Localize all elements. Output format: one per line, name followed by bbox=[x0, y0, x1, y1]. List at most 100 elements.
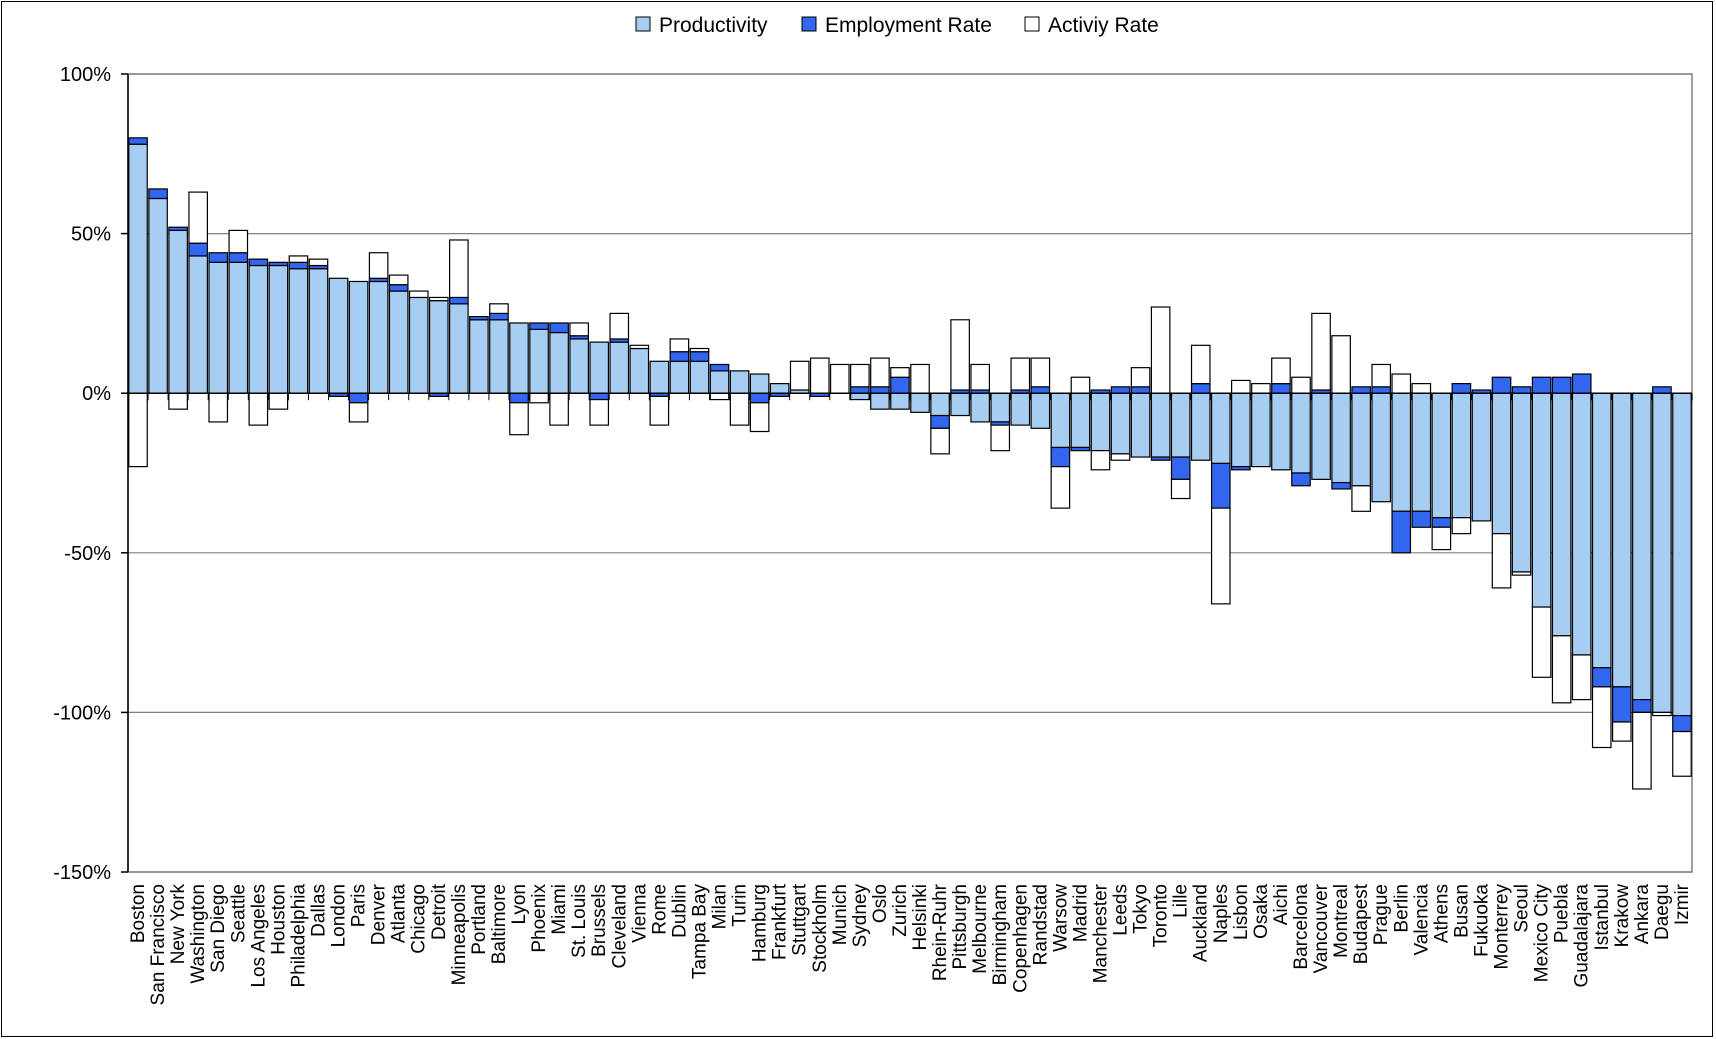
bar-employment-rate-berlin bbox=[1391, 510, 1412, 554]
bar-activiy-rate-melbourne bbox=[970, 363, 991, 391]
bar-employment-rate-zurich bbox=[890, 376, 910, 394]
x-category-label: Paris bbox=[349, 884, 370, 927]
bar-employment-rate-boston bbox=[128, 137, 148, 145]
x-category-label: Budapest bbox=[1351, 883, 1372, 964]
x-category-label: Valencia bbox=[1411, 884, 1432, 956]
bar-activiy-rate-tokyo bbox=[1130, 367, 1151, 388]
bar-productivity-brussels bbox=[589, 341, 610, 394]
bar-productivity-montreal bbox=[1331, 392, 1351, 484]
bar-productivity-lyon bbox=[509, 322, 529, 394]
bar-employment-rate-athens bbox=[1431, 517, 1452, 528]
bar-productivity-puebla bbox=[1551, 392, 1572, 637]
bar-activiy-rate-guadalajara bbox=[1571, 654, 1592, 701]
x-category-label: Brussels bbox=[589, 884, 610, 957]
bar-employment-rate-baltimore bbox=[489, 312, 509, 321]
bar-activiy-rate-milan bbox=[709, 392, 730, 401]
x-category-label: Stuttgart bbox=[790, 883, 811, 956]
bar-productivity-miami bbox=[549, 331, 569, 394]
x-category-label: Rhein-Ruhr bbox=[930, 883, 951, 981]
x-category-label: Ankara bbox=[1632, 884, 1653, 945]
x-category-label: Baltimore bbox=[489, 884, 510, 964]
bar-productivity-london bbox=[328, 277, 349, 394]
x-category-label: Daegu bbox=[1652, 884, 1673, 940]
bar-productivity-birmingham bbox=[990, 392, 1011, 423]
bar-activiy-rate-busan bbox=[1451, 517, 1472, 535]
legend: Productivity Employment Rate Activiy Rat… bbox=[635, 14, 1159, 37]
legend-swatch-activiy-rate bbox=[1024, 16, 1040, 32]
bar-activiy-rate-rome bbox=[649, 395, 670, 426]
bar-employment-rate-portland bbox=[469, 315, 489, 321]
bar-productivity-philadelphia bbox=[288, 268, 309, 394]
x-category-label: Portland bbox=[469, 884, 490, 955]
bar-activiy-rate-ankara bbox=[1632, 711, 1652, 790]
legend-label-productivity: Productivity bbox=[659, 14, 768, 37]
bar-employment-rate-lyon bbox=[509, 392, 529, 404]
x-category-label: Chicago bbox=[409, 884, 430, 954]
bar-activiy-rate-boston bbox=[128, 392, 148, 468]
y-tick-label: -150% bbox=[53, 862, 111, 884]
bar-activiy-rate-rhein-ruhr bbox=[930, 427, 950, 455]
bar-activiy-rate-mexico-city bbox=[1531, 606, 1552, 678]
x-category-label: Barcelona bbox=[1291, 884, 1312, 970]
bar-activiy-rate-lisbon bbox=[1231, 379, 1251, 394]
bar-productivity-milan bbox=[709, 370, 730, 394]
bar-productivity-zurich bbox=[890, 392, 910, 410]
y-axis-tick-labels: 100% 50% 0% -50% -100% -150% bbox=[53, 64, 111, 884]
bar-activiy-rate-paris bbox=[348, 402, 369, 423]
bar-employment-rate-atlanta bbox=[388, 284, 409, 292]
bar-activiy-rate-chicago bbox=[408, 290, 429, 299]
bar-productivity-chicago bbox=[408, 296, 429, 394]
bar-activiy-rate-osaka bbox=[1251, 383, 1271, 394]
x-category-label: Miami bbox=[549, 884, 570, 935]
x-category-label: Dallas bbox=[308, 884, 329, 937]
x-category-label: Manchester bbox=[1090, 883, 1111, 983]
bar-productivity-tokyo bbox=[1130, 392, 1151, 458]
bar-employment-rate-oslo bbox=[870, 386, 890, 394]
x-category-label: Leeds bbox=[1111, 884, 1132, 936]
bar-activiy-rate-prague bbox=[1371, 363, 1392, 388]
bar-activiy-rate-stuttgart bbox=[789, 360, 810, 391]
bar-employment-rate-toronto bbox=[1150, 456, 1171, 461]
x-category-label: San Francisco bbox=[148, 884, 169, 1005]
bar-activiy-rate-manchester bbox=[1090, 450, 1111, 471]
bar-activiy-rate-seattle bbox=[228, 229, 249, 254]
bar-productivity-aichi bbox=[1271, 392, 1291, 471]
x-category-label: Copenhagen bbox=[1010, 884, 1031, 993]
bar-activiy-rate-detroit bbox=[428, 296, 449, 302]
bar-productivity-new-york bbox=[168, 229, 188, 394]
x-category-label: San Diego bbox=[208, 884, 229, 973]
y-tick-label: -50% bbox=[64, 543, 111, 565]
bar-productivity-atlanta bbox=[388, 290, 409, 394]
x-category-label: Osaka bbox=[1251, 884, 1272, 939]
bar-productivity-manchester bbox=[1090, 392, 1111, 452]
x-category-label: Monterrey bbox=[1492, 884, 1513, 970]
bar-productivity-busan bbox=[1451, 392, 1472, 519]
bar-activiy-rate-pittsburgh bbox=[950, 319, 970, 391]
x-category-label: Guadalajara bbox=[1572, 884, 1593, 988]
bar-activiy-rate-phoenix bbox=[529, 392, 549, 404]
bar-employment-rate-aichi bbox=[1271, 383, 1291, 394]
x-category-label: Minneapolis bbox=[449, 884, 470, 985]
bar-productivity-lisbon bbox=[1231, 392, 1251, 468]
x-category-label: Lisbon bbox=[1231, 884, 1252, 940]
x-category-label: Lille bbox=[1171, 884, 1192, 918]
bar-productivity-pittsburgh bbox=[950, 392, 970, 417]
bar-productivity-seoul bbox=[1511, 392, 1532, 573]
bar-activiy-rate-minneapolis bbox=[449, 239, 469, 299]
x-category-label: Stockholm bbox=[810, 884, 831, 973]
bar-productivity-turin bbox=[729, 370, 750, 394]
bar-productivity-hamburg bbox=[749, 373, 770, 394]
bar-activiy-rate-vancouver bbox=[1311, 312, 1331, 391]
bar-activiy-rate-cleveland bbox=[609, 312, 630, 340]
bar-employment-rate-krakow bbox=[1611, 686, 1632, 723]
bar-productivity-warsow bbox=[1050, 392, 1071, 449]
bar-activiy-rate-monterrey bbox=[1491, 533, 1512, 589]
bar-productivity-mexico-city bbox=[1531, 392, 1552, 608]
y-tick-label: -100% bbox=[53, 702, 111, 724]
bar-activiy-rate-zurich bbox=[890, 367, 910, 378]
bar-productivity-copenhagen bbox=[1010, 392, 1031, 426]
bar-activiy-rate-san-diego bbox=[208, 392, 229, 423]
x-category-label: Turin bbox=[730, 884, 751, 927]
bar-employment-rate-dublin bbox=[669, 351, 690, 362]
